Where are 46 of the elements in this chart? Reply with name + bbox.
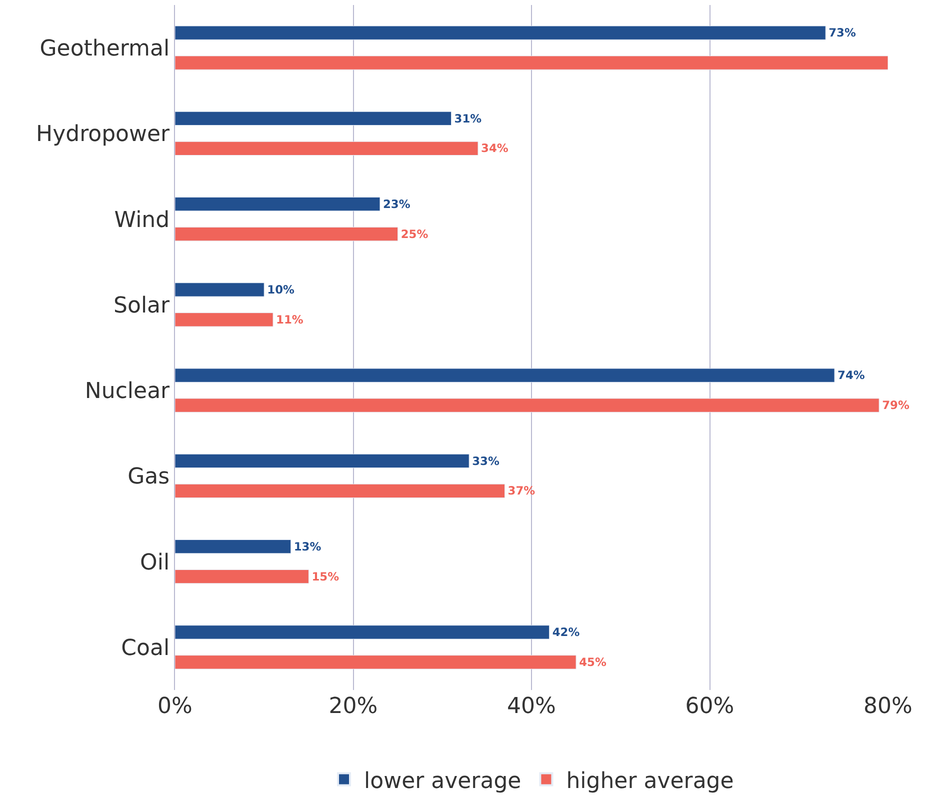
data-label: 73%: [828, 26, 856, 40]
x-tick-label: 0%: [158, 694, 192, 719]
x-tick-label: 20%: [328, 694, 378, 719]
bar: [175, 312, 274, 327]
legend-label: higher average: [566, 768, 734, 794]
y-tick-label: Solar: [114, 293, 171, 318]
y-tick-label: Hydropower: [36, 122, 171, 148]
bar: [175, 226, 398, 242]
data-label: 34%: [481, 141, 509, 156]
y-tick-label: Oil: [140, 550, 170, 576]
bar: [175, 484, 506, 498]
x-tick-label: 40%: [507, 694, 556, 719]
data-label: 31%: [454, 111, 482, 126]
bar: [175, 26, 826, 40]
data-label: 10%: [267, 282, 296, 297]
data-label: 42%: [552, 625, 580, 640]
data-label: 37%: [508, 484, 536, 498]
y-tick-label: Wind: [114, 208, 170, 233]
y-tick-label: Gas: [128, 464, 170, 490]
data-label: 15%: [312, 569, 340, 584]
bar: [175, 368, 835, 382]
y-tick-label: Nuclear: [84, 379, 171, 404]
y-tick-label: Geothermal: [40, 36, 170, 62]
y-tick-label: Coal: [121, 636, 170, 661]
bar: [175, 454, 470, 468]
data-label: 23%: [383, 196, 411, 211]
bar: [175, 398, 880, 412]
bar: [175, 625, 550, 640]
data-label: 33%: [472, 454, 500, 468]
legend-label: lower average: [364, 768, 522, 794]
bar: [175, 111, 452, 126]
data-label: 11%: [276, 312, 304, 326]
x-tick-label: 60%: [685, 694, 734, 719]
bar: [175, 196, 380, 212]
x-tick-label: 80%: [864, 694, 912, 719]
bar: [175, 655, 576, 670]
data-label: 74%: [838, 368, 866, 382]
data-label: 45%: [579, 654, 607, 669]
bar: [175, 569, 309, 584]
bar: [175, 282, 264, 297]
bar: [175, 539, 292, 554]
data-label: 25%: [400, 226, 429, 241]
bar: [175, 56, 888, 70]
data-label: 13%: [294, 539, 322, 554]
data-label: 79%: [882, 398, 910, 412]
bar: [175, 141, 478, 156]
